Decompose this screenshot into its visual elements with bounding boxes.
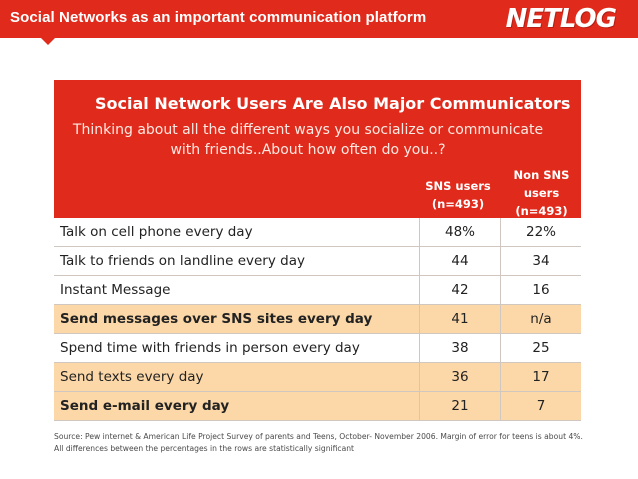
- non-sns-users-value: 22%: [500, 218, 581, 247]
- logo-text: NETLOG: [505, 4, 617, 34]
- source-note: Source: Pew internet & American Life Pro…: [54, 432, 583, 453]
- column-header-line: (n=493): [431, 197, 485, 211]
- table-row: Send texts every day 36 17: [54, 362, 581, 392]
- sns-users-value: 42: [419, 275, 501, 305]
- netlog-logo: NETLOG: [505, 4, 617, 34]
- row-label: Talk to friends on landline every day: [54, 246, 420, 276]
- table-row: Spend time with friends in person every …: [54, 333, 581, 363]
- header-title: Social Networks as an important communic…: [10, 9, 427, 26]
- sns-users-value: 38: [419, 333, 501, 363]
- non-sns-users-value: 16: [500, 275, 581, 305]
- row-label: Send messages over SNS sites every day: [54, 304, 420, 334]
- column-header-sns-users: SNS users (n=493): [418, 177, 498, 213]
- table-row: Send messages over SNS sites every day 41…: [54, 304, 581, 334]
- non-sns-users-value: n/a: [500, 304, 581, 334]
- header-bar: Social Networks as an important communic…: [0, 0, 638, 38]
- row-label: Talk on cell phone every day: [54, 218, 420, 247]
- panel-title: Social Network Users Are Also Major Comm…: [95, 94, 571, 113]
- row-label: Send texts every day: [54, 362, 420, 392]
- table-row: Send e-mail every day 21 7: [54, 391, 581, 421]
- column-header-line: SNS users: [425, 179, 491, 193]
- non-sns-users-value: 17: [500, 362, 581, 392]
- sns-users-value: 21: [419, 391, 501, 421]
- panel-subtitle: Thinking about all the different ways yo…: [72, 122, 544, 158]
- sns-users-value: 44: [419, 246, 501, 276]
- header-notch: [41, 38, 55, 45]
- data-table: Talk on cell phone every day 48% 22% Talk t…: [54, 218, 581, 421]
- column-header-line: users: [523, 186, 560, 200]
- survey-panel: Social Network Users Are Also Major Comm…: [54, 80, 581, 421]
- sns-users-value: 41: [419, 304, 501, 334]
- non-sns-users-value: 25: [500, 333, 581, 363]
- table-row: Talk on cell phone every day 48% 22%: [54, 218, 581, 247]
- column-header-line: Non SNS: [513, 168, 570, 182]
- table-row: Instant Message 42 16: [54, 275, 581, 305]
- column-header-line: (n=493): [515, 204, 568, 218]
- table-row: Talk to friends on landline every day 44 3…: [54, 246, 581, 276]
- panel-header: Social Network Users Are Also Major Comm…: [54, 80, 581, 218]
- non-sns-users-value: 7: [500, 391, 581, 421]
- row-label: Instant Message: [54, 275, 420, 305]
- column-header-non-sns-users: Non SNS users (n=493): [502, 166, 581, 220]
- non-sns-users-value: 34: [500, 246, 581, 276]
- sns-users-value: 48%: [419, 218, 501, 247]
- row-label: Send e-mail every day: [54, 391, 420, 421]
- sns-users-value: 36: [419, 362, 501, 392]
- row-label: Spend time with friends in person every …: [54, 333, 420, 363]
